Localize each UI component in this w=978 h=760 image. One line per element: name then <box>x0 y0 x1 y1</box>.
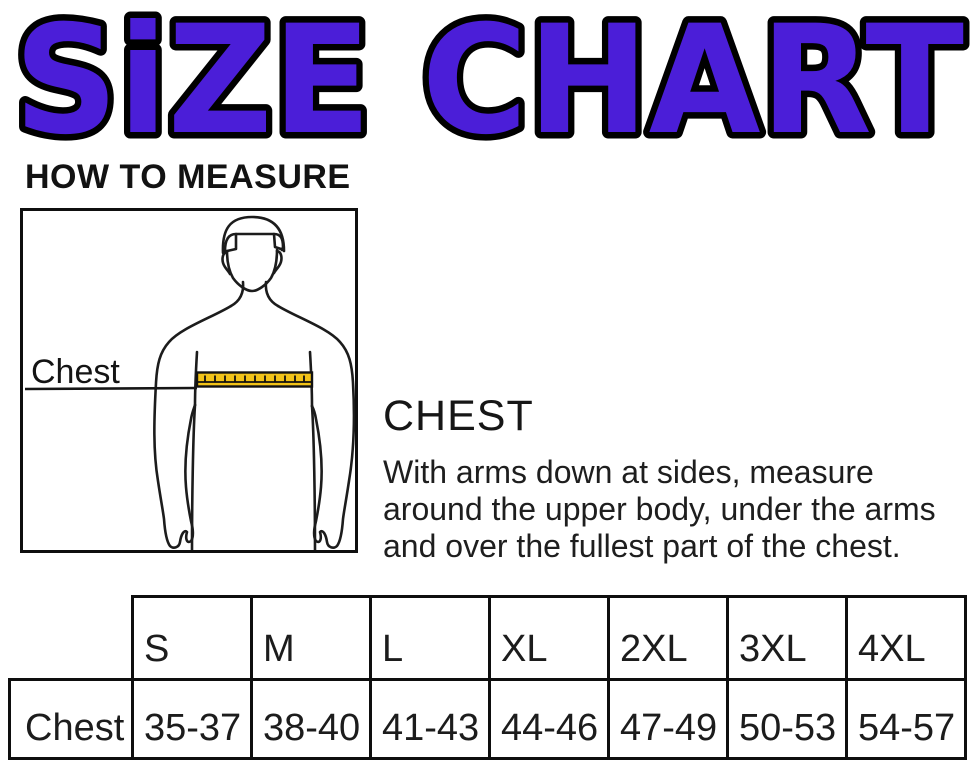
body-diagram: Chest <box>24 215 355 550</box>
chest-heading: CHEST <box>383 392 534 440</box>
sideburn-right <box>272 232 283 251</box>
chest-range-4xl: 54-57 <box>845 678 967 760</box>
chest-description-line-3: and over the fullest part of the chest. <box>383 528 901 564</box>
figure-chest-label: Chest <box>31 353 120 391</box>
torso-right <box>310 404 317 550</box>
chest-range-s: 35-37 <box>131 678 253 760</box>
right-arm-outline <box>276 304 355 549</box>
neck-right <box>264 280 280 308</box>
size-col-header-xl: XL <box>488 595 610 681</box>
chest-description: With arms down at sides, measure around … <box>383 454 978 565</box>
size-col-header-l: L <box>369 595 491 681</box>
size-header-row: S M L XL 2XL 3XL 4XL <box>10 595 967 681</box>
row-header-chest: Chest <box>8 678 134 760</box>
title-art: SiZE CHART <box>8 0 971 155</box>
size-col-header-2xl: 2XL <box>607 595 729 681</box>
page-title: SiZE CHART <box>14 0 964 155</box>
chest-description-line-1: With arms down at sides, measure <box>383 454 874 490</box>
table-corner-blank <box>10 597 133 680</box>
neck-left <box>229 280 245 308</box>
chest-pointer-line <box>24 386 198 391</box>
size-col-header-s: S <box>131 595 253 681</box>
hair-outline <box>221 215 286 255</box>
size-col-header-m: M <box>250 595 372 681</box>
ear-left <box>221 250 232 276</box>
chest-info-section: CHEST With arms down at sides, measure a… <box>383 392 978 565</box>
chest-range-l: 41-43 <box>369 678 491 760</box>
chest-range-xl: 44-46 <box>488 678 610 760</box>
chest-description-line-2: around the upper body, under the arms <box>383 491 936 527</box>
size-col-header-3xl: 3XL <box>726 595 848 681</box>
ear-right <box>272 249 283 275</box>
chest-range-2xl: 47-49 <box>607 678 729 760</box>
chest-data-row: Chest 35-37 38-40 41-43 44-46 47-49 50-5… <box>8 678 967 760</box>
chest-line-left <box>193 350 199 407</box>
left-arm-outline <box>153 304 233 549</box>
size-table: S M L XL 2XL 3XL 4XL Chest 35-37 38-40 4… <box>8 595 967 760</box>
chest-range-m: 38-40 <box>250 678 372 760</box>
chest-range-3xl: 50-53 <box>726 678 848 760</box>
face-outline <box>225 248 279 293</box>
torso-left <box>190 403 197 550</box>
size-col-header-4xl: 4XL <box>845 595 967 681</box>
sideburn-left <box>225 232 238 253</box>
tape-tick-marks <box>204 375 305 382</box>
measurement-figure-box: Chest <box>20 208 358 553</box>
how-to-measure-heading: HOW TO MEASURE <box>25 158 351 196</box>
